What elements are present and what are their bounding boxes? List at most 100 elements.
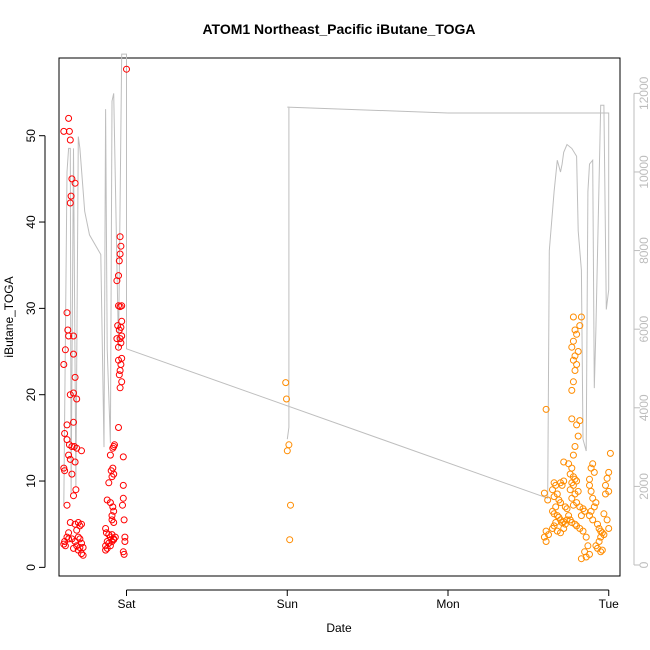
data-point	[115, 302, 122, 310]
data-point	[576, 322, 584, 330]
data-point	[110, 507, 118, 515]
data-point	[116, 384, 124, 392]
data-point	[561, 503, 569, 511]
data-point	[563, 505, 571, 513]
data-point	[71, 373, 79, 381]
data-point	[569, 501, 577, 509]
y-tick-label: 0	[24, 564, 38, 571]
data-point	[111, 533, 119, 541]
data-point	[61, 430, 69, 437]
data-point	[115, 257, 123, 265]
data-point	[76, 535, 84, 543]
data-point	[589, 460, 597, 468]
data-point	[577, 313, 585, 321]
data-point	[115, 424, 122, 431]
data-point	[103, 496, 111, 504]
y2-series-line	[63, 53, 610, 507]
data-point	[67, 192, 75, 200]
data-point	[119, 501, 126, 509]
data-point	[123, 65, 130, 73]
data-point	[70, 492, 77, 500]
data-point	[109, 464, 117, 472]
data-point	[576, 417, 584, 425]
y-tick-label: 10	[24, 474, 38, 488]
data-point	[63, 501, 71, 509]
data-point	[65, 535, 73, 543]
data-point	[586, 481, 593, 489]
data-point	[573, 361, 581, 368]
data-point	[597, 533, 605, 541]
data-point	[605, 487, 613, 495]
chart-title: ATOM1 Northeast_Pacific iButane_TOGA	[202, 21, 475, 37]
data-point	[71, 179, 79, 187]
data-point	[603, 516, 611, 524]
data-point	[72, 486, 80, 494]
data-point	[603, 474, 611, 482]
data-point	[116, 250, 124, 258]
data-point	[568, 494, 576, 502]
data-point	[114, 322, 122, 330]
data-point	[590, 468, 598, 476]
data-point	[74, 533, 82, 541]
data-point	[63, 309, 71, 317]
data-point	[121, 533, 129, 541]
data-point	[286, 536, 294, 544]
data-point	[61, 542, 69, 550]
data-point	[568, 343, 576, 351]
data-point	[540, 533, 548, 541]
data-point	[592, 499, 600, 507]
data-point	[560, 477, 568, 485]
data-point	[61, 467, 69, 475]
y2-tick-label: 12000	[637, 76, 650, 110]
data-point	[105, 479, 113, 487]
data-point	[111, 441, 118, 449]
data-point	[582, 553, 590, 561]
data-point	[557, 499, 564, 507]
data-point	[106, 542, 114, 550]
data-point	[568, 386, 576, 394]
data-point	[569, 337, 577, 345]
plot-frame	[58, 57, 621, 577]
data-point	[569, 378, 577, 386]
axes-layer: Sat Sun Mon Tue 0 10 20 30 40 50 0 2000 4000 6000 8000…	[24, 76, 650, 611]
data-point	[120, 516, 128, 524]
data-point	[587, 487, 595, 495]
data-point	[116, 367, 124, 374]
data-point	[565, 512, 573, 520]
data-point	[574, 432, 582, 440]
data-point	[579, 527, 587, 535]
data-point	[116, 233, 124, 241]
data-point	[121, 538, 129, 545]
y-axis-label: iButane_TOGA	[2, 276, 16, 357]
data-point	[571, 367, 579, 374]
data-point	[569, 356, 577, 364]
data-point	[605, 525, 613, 532]
data-point	[571, 520, 579, 528]
y-tick-label: 30	[24, 301, 38, 315]
y-tick-label: 40	[24, 215, 38, 229]
points-layer	[60, 65, 614, 563]
data-point	[589, 494, 597, 502]
data-point	[66, 136, 74, 144]
data-point	[584, 542, 592, 550]
data-point	[73, 526, 81, 534]
data-point	[582, 533, 590, 541]
data-point	[65, 127, 73, 135]
data-point	[78, 550, 85, 558]
data-point	[589, 516, 597, 524]
data-point	[113, 335, 121, 343]
data-point	[560, 525, 568, 532]
data-point	[70, 332, 77, 340]
data-point	[66, 391, 74, 399]
x-axis-label: Date	[326, 621, 352, 635]
data-point	[108, 538, 116, 545]
data-point	[78, 520, 85, 528]
data-point	[571, 326, 579, 334]
data-point	[79, 551, 87, 559]
x-tick-label: Tue	[599, 597, 620, 611]
data-point	[605, 468, 613, 476]
data-point	[118, 317, 126, 325]
data-point	[110, 519, 118, 526]
data-point	[119, 494, 127, 502]
